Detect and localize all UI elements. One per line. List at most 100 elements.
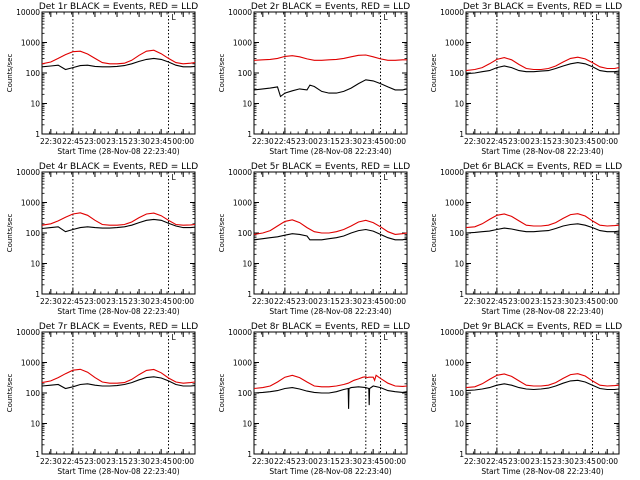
x-tick-label: 23:15 <box>530 137 552 146</box>
x-tick-label: 23:45 <box>150 137 172 146</box>
y-tick-label: 1 <box>35 130 40 139</box>
x-tick-label: 00:00 <box>172 137 194 146</box>
x-tick-label: 00:00 <box>596 137 618 146</box>
x-tick-label: 23:00 <box>84 297 106 306</box>
x-tick-label: 23:30 <box>552 137 574 146</box>
x-tick-label: 23:15 <box>106 137 128 146</box>
x-tick-label: 23:15 <box>530 457 552 466</box>
y-tick-label: 1 <box>35 450 40 459</box>
x-tick-label: 23:00 <box>296 457 318 466</box>
y-axis-label: Counts/sec <box>6 374 14 413</box>
y-tick-label: 10 <box>30 260 40 269</box>
x-tick-label: 23:00 <box>296 297 318 306</box>
events-series-line <box>465 379 620 392</box>
panel-title: Det 8r BLACK = Events, RED = LLD <box>251 322 410 332</box>
x-tick-label: 22:30 <box>40 457 62 466</box>
y-tick-label: 10 <box>454 420 464 429</box>
panel-title: Det 4r BLACK = Events, RED = LLD <box>39 162 198 172</box>
corner-label: L <box>384 13 389 22</box>
x-tick-label: 22:30 <box>252 297 274 306</box>
x-tick-label: 00:00 <box>172 297 194 306</box>
y-tick-label: 100 <box>238 229 253 238</box>
y-axis-label: Counts/sec <box>218 374 226 413</box>
lld-series-line <box>253 374 408 390</box>
x-tick-label: 23:15 <box>530 297 552 306</box>
y-tick-label: 10 <box>30 420 40 429</box>
y-tick-label: 10 <box>242 420 252 429</box>
x-tick-label: 22:45 <box>62 297 84 306</box>
x-tick-label: 23:45 <box>150 297 172 306</box>
x-tick-label: 23:45 <box>574 457 596 466</box>
y-tick-label: 10000 <box>16 328 40 337</box>
y-tick-label: 10000 <box>228 328 252 337</box>
y-tick-label: 100 <box>26 229 41 238</box>
x-axis-label: Start Time (28-Nov-08 22:23:40) <box>269 147 391 156</box>
x-tick-label: 23:45 <box>574 137 596 146</box>
x-tick-label: 22:30 <box>252 457 274 466</box>
y-tick-label: 1000 <box>445 199 464 208</box>
x-tick-label: 23:45 <box>362 297 384 306</box>
x-tick-label: 00:00 <box>172 457 194 466</box>
lld-series-line <box>41 368 196 384</box>
x-tick-label: 23:30 <box>552 457 574 466</box>
x-axis-label: Start Time (28-Nov-08 22:23:40) <box>57 147 179 156</box>
y-tick-label: 1000 <box>233 359 252 368</box>
y-tick-label: 1000 <box>233 199 252 208</box>
y-tick-label: 1 <box>459 290 464 299</box>
y-tick-label: 10 <box>242 260 252 269</box>
x-tick-label: 23:15 <box>318 137 340 146</box>
panel-title: Det 9r BLACK = Events, RED = LLD <box>463 322 622 332</box>
x-tick-label: 22:45 <box>486 297 508 306</box>
x-axis-label: Start Time (28-Nov-08 22:23:40) <box>57 467 179 476</box>
lld-series-line <box>253 54 407 61</box>
x-tick-label: 23:00 <box>508 457 530 466</box>
x-tick-label: 23:30 <box>552 297 574 306</box>
x-tick-label: 23:00 <box>296 137 318 146</box>
x-tick-label: 23:00 <box>508 137 530 146</box>
y-tick-label: 100 <box>238 389 253 398</box>
x-tick-label: 00:00 <box>596 457 618 466</box>
lld-series-line <box>465 373 620 389</box>
y-tick-label: 100 <box>26 69 41 78</box>
events-series-line <box>465 223 620 234</box>
events-series-line <box>41 376 196 390</box>
x-tick-label: 22:45 <box>274 137 296 146</box>
y-tick-label: 100 <box>450 389 465 398</box>
x-tick-label: 23:30 <box>128 297 150 306</box>
y-tick-label: 1 <box>459 450 464 459</box>
lld-series-line <box>465 213 620 229</box>
y-tick-label: 1000 <box>21 39 40 48</box>
corner-label: L <box>596 13 601 22</box>
x-axis-label: Start Time (28-Nov-08 22:23:40) <box>57 307 179 316</box>
events-series-line <box>253 228 408 241</box>
y-tick-label: 10000 <box>228 8 252 17</box>
lld-series-line <box>465 56 620 72</box>
y-tick-label: 10000 <box>440 168 464 177</box>
x-tick-label: 23:45 <box>150 457 172 466</box>
events-series-line <box>41 218 196 233</box>
x-tick-label: 22:30 <box>40 137 62 146</box>
events-series-line <box>253 79 408 98</box>
corner-label: L <box>384 333 389 342</box>
y-axis-label: Counts/sec <box>218 54 226 93</box>
y-tick-label: 1 <box>459 130 464 139</box>
x-axis-label: Start Time (28-Nov-08 22:23:40) <box>481 467 603 476</box>
panel-title: Det 2r BLACK = Events, RED = LLD <box>251 2 410 12</box>
panel-title: Det 1r BLACK = Events, RED = LLD <box>39 2 198 12</box>
corner-label: L <box>596 333 601 342</box>
y-tick-label: 1000 <box>21 359 40 368</box>
y-tick-label: 1 <box>247 450 252 459</box>
events-series-line <box>465 62 620 75</box>
y-tick-label: 1 <box>247 290 252 299</box>
y-tick-label: 10000 <box>228 168 252 177</box>
y-tick-label: 100 <box>238 69 253 78</box>
y-tick-label: 1 <box>247 130 252 139</box>
events-series-line <box>41 57 196 71</box>
corner-label: L <box>172 13 177 22</box>
